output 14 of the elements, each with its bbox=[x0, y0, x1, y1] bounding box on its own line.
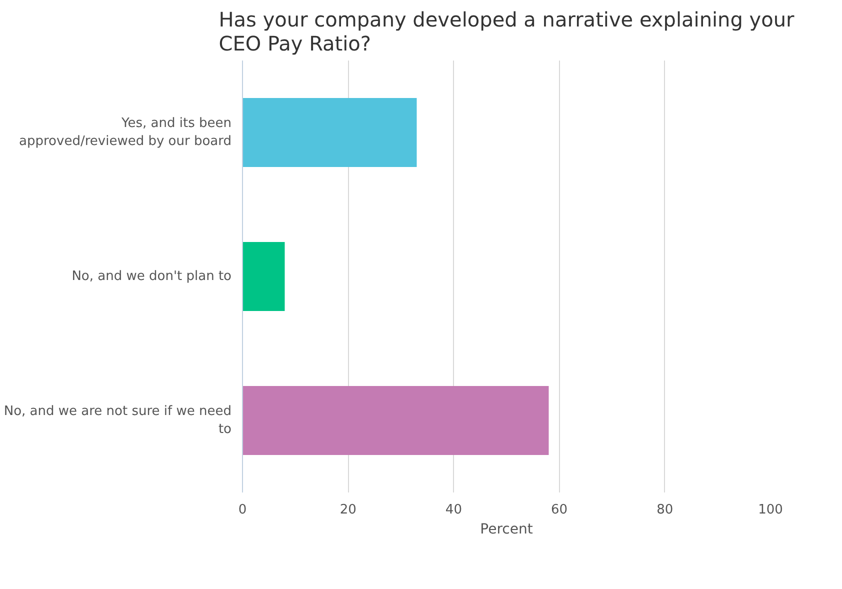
x-tick-label: 80 bbox=[656, 502, 674, 518]
x-tick-label: 40 bbox=[445, 502, 462, 518]
y-tick-label: No, and we don't plan to bbox=[72, 269, 232, 284]
x-tick-label: 60 bbox=[551, 502, 568, 518]
x-axis-title: Percent bbox=[480, 522, 534, 538]
bar bbox=[242, 386, 549, 456]
x-tick-label: 100 bbox=[758, 502, 783, 518]
chart-title: Has your company developed a narrative explaining your CEO Pay Ratio? bbox=[218, 8, 796, 56]
y-tick-label: No, and we are not sure if we need to bbox=[4, 404, 232, 437]
bar bbox=[242, 98, 417, 168]
bar bbox=[242, 242, 285, 312]
x-tick-label: 20 bbox=[340, 502, 356, 518]
y-tick-label: Yes, and its been approved/reviewed by our board bbox=[19, 116, 232, 149]
x-tick-label: 0 bbox=[238, 502, 247, 518]
